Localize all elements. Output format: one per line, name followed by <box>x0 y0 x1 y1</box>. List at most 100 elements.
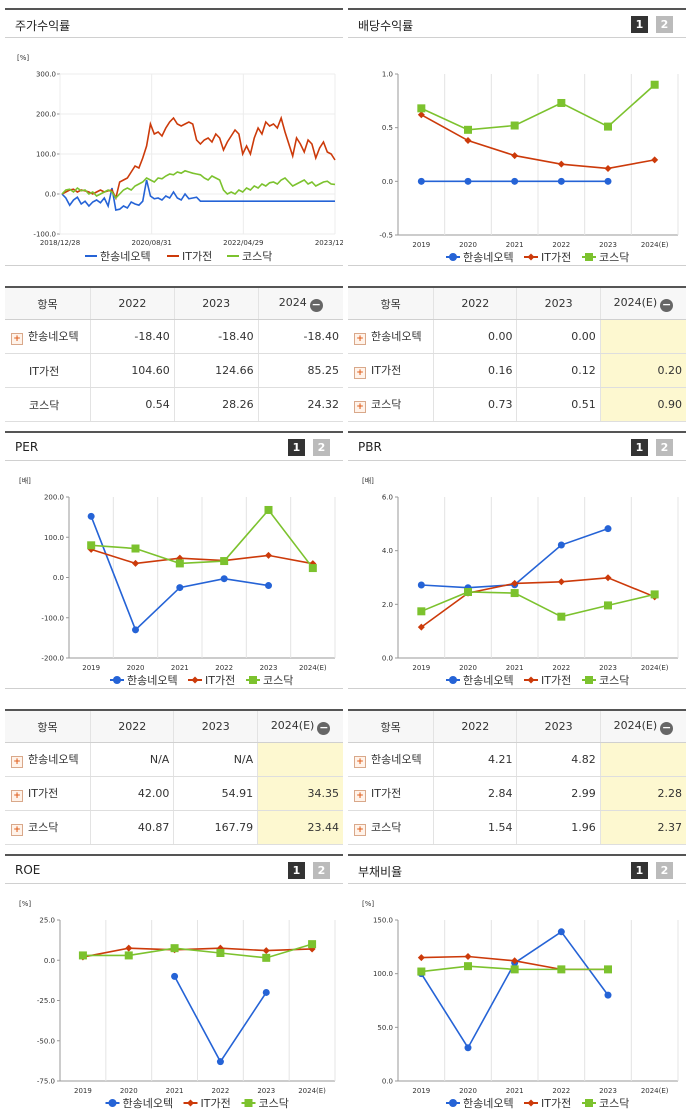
legend-label: IT가전 <box>541 1097 571 1110</box>
data-point <box>132 559 139 567</box>
y-tick-label: 4.0 <box>382 547 393 555</box>
table-cell: 104.60 <box>90 353 175 388</box>
x-tick-label: 2020 <box>459 664 477 672</box>
y-tick-label: 0.0 <box>53 574 64 582</box>
debt-ratio-panel: 부채비율 1 2 150.0 100.0 50.0 0.0 [%] 2019 2020 202… <box>348 854 686 1112</box>
x-tick-label: 2023 <box>260 664 278 672</box>
x-tick-label: 2024(E) <box>641 241 669 249</box>
data-point <box>604 601 612 610</box>
table-row: + 한송네오텍 4.21 4.82 <box>348 742 686 777</box>
table-cell: 0.54 <box>90 387 175 422</box>
y-tick-label: -0.5 <box>379 232 393 240</box>
expand-plus-icon[interactable]: + <box>354 333 366 345</box>
column-header: 2023 <box>174 287 259 320</box>
dividend-yield-panel: 배당수익률 1 2 1.0 0.5 0.0 -0.5 2019 2020 2021 2022 2… <box>348 8 686 266</box>
data-point <box>309 560 317 568</box>
data-point <box>417 623 425 631</box>
expand-plus-icon[interactable]: + <box>11 756 23 768</box>
view-2-button[interactable]: 2 <box>313 862 330 879</box>
x-tick-label: 2024(E) <box>299 664 327 672</box>
table-cell: 0.16 <box>433 353 518 388</box>
table-cell <box>257 742 343 777</box>
collapse-column-icon[interactable]: − <box>309 297 323 312</box>
table-cell: 40.87 <box>90 810 175 845</box>
view-1-button[interactable]: 1 <box>288 862 305 879</box>
view-2-button[interactable]: 2 <box>313 439 330 456</box>
table-row: + 코스닥 1.54 1.96 2.37 <box>348 810 686 845</box>
series-line <box>421 591 655 618</box>
view-2-button[interactable]: 2 <box>656 16 673 33</box>
legend-label: 한송네오텍 <box>127 674 178 687</box>
collapse-column-icon[interactable]: − <box>317 720 331 735</box>
x-tick-label: 2022/04/29 <box>223 239 263 247</box>
view-1-button[interactable]: 1 <box>631 439 648 456</box>
data-point <box>510 121 519 130</box>
legend-label: IT가전 <box>541 251 571 264</box>
view-1-button[interactable]: 1 <box>288 439 305 456</box>
legend-marker <box>527 1099 535 1107</box>
data-point <box>464 1044 472 1052</box>
column-header: 항목 <box>5 287 92 320</box>
data-point <box>87 541 96 550</box>
expand-plus-icon[interactable]: + <box>354 824 366 836</box>
legend-label: 한송네오텍 <box>100 250 151 263</box>
table-row: + 한송네오텍 0.00 0.00 <box>348 319 686 354</box>
table-row: + IT가전 0.16 0.12 0.20 <box>348 353 686 388</box>
y-tick-label: 100.0 <box>36 151 56 159</box>
x-tick-label: 2022 <box>552 1087 570 1095</box>
data-point <box>265 582 272 590</box>
y-tick-label: 50.0 <box>377 1024 393 1032</box>
table-header-row: 항목 2022 2023 2024− <box>5 287 343 320</box>
data-point <box>650 590 659 599</box>
series-line <box>61 179 335 211</box>
x-tick-label: 2021 <box>506 664 524 672</box>
table-row: + 코스닥 0.73 0.51 0.90 <box>348 387 686 422</box>
expand-plus-icon[interactable]: + <box>354 790 366 802</box>
data-point <box>262 953 271 962</box>
y-tick-label: -75.0 <box>37 1078 55 1086</box>
table-cell: 54.91 <box>173 776 259 811</box>
expand-plus-icon[interactable]: + <box>11 790 23 802</box>
legend-label: IT가전 <box>182 250 212 263</box>
view-1-button[interactable]: 1 <box>631 862 648 879</box>
y-tick-label: 0.0 <box>382 178 393 186</box>
table-cell: 0.51 <box>516 387 601 422</box>
view-1-button[interactable]: 1 <box>631 16 648 33</box>
data-point <box>557 965 566 974</box>
pbr-panel: PBR 1 2 6.0 4.0 2.0 0.0 [배] 2019 2020 2021 2022 2… <box>348 431 686 689</box>
table-cell: 124.66 <box>174 353 259 388</box>
legend-marker <box>244 1099 253 1107</box>
expand-plus-icon[interactable]: + <box>11 333 23 345</box>
y-tick-label: -25.0 <box>37 997 55 1005</box>
x-tick-label: 2022 <box>552 241 570 249</box>
pbr-chart: 6.0 4.0 2.0 0.0 [배] 2019 2020 2021 2022 2023 2024(… <box>362 476 679 687</box>
expand-plus-icon[interactable]: + <box>354 756 366 768</box>
y-axis-unit: [%] <box>362 900 374 908</box>
y-axis-unit: [%] <box>17 54 29 62</box>
x-tick-label: 2018/12/28 <box>40 239 80 247</box>
collapse-column-icon[interactable]: − <box>660 720 674 735</box>
per-panel: PER 1 2 200.0 100.0 0.0 -100.0 -200.0 [배] 2019… <box>5 431 343 689</box>
x-tick-label: 2024(E) <box>641 1087 669 1095</box>
expand-plus-icon[interactable]: + <box>11 824 23 836</box>
column-header: 2022 <box>433 287 518 320</box>
row-label: + IT가전 <box>348 353 435 388</box>
legend-label: 코스닥 <box>263 674 293 687</box>
y-tick-label: -50.0 <box>37 1037 55 1045</box>
data-point <box>417 607 426 616</box>
table-cell: 0.73 <box>433 387 518 422</box>
expand-plus-icon[interactable]: + <box>354 367 366 379</box>
series-line <box>82 943 313 959</box>
y-tick-label: 0.0 <box>382 1078 393 1086</box>
expand-plus-icon[interactable]: + <box>354 401 366 413</box>
table-cell: 0.00 <box>433 319 518 354</box>
y-tick-label: 300.0 <box>36 71 56 79</box>
table-cell: 0.20 <box>600 353 686 388</box>
collapse-column-icon[interactable]: − <box>660 297 674 312</box>
view-2-button[interactable]: 2 <box>656 862 673 879</box>
legend-marker <box>585 676 593 684</box>
y-tick-label: 0.0 <box>45 191 56 199</box>
panel-header: 주가수익률 <box>5 8 343 38</box>
data-point <box>650 80 659 89</box>
view-2-button[interactable]: 2 <box>656 439 673 456</box>
